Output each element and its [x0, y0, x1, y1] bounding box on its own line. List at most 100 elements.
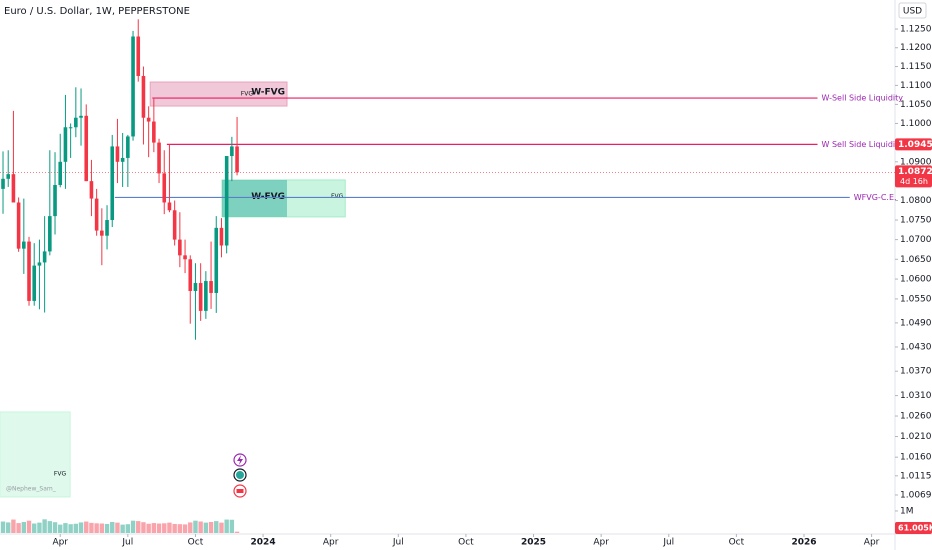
- fvg-zone: [149, 81, 288, 107]
- candle-body: [42, 251, 47, 263]
- candle: [94, 188, 99, 236]
- volume-bar: [16, 523, 21, 533]
- volume-bar: [52, 522, 58, 533]
- candle: [219, 218, 224, 258]
- candle: [37, 239, 42, 310]
- volume-bar: [94, 523, 99, 533]
- volume-bar: [141, 522, 146, 533]
- x-tick-label: Apr: [52, 538, 68, 548]
- indicator-icons: [233, 453, 247, 498]
- candle: [11, 110, 16, 203]
- volume-bar: [172, 523, 177, 533]
- price-tag: [895, 138, 932, 151]
- x-tick-label: Jul: [121, 538, 133, 548]
- candle: [84, 104, 89, 182]
- candle: [167, 144, 172, 213]
- y-tick-label: 1.05500: [900, 294, 932, 304]
- candle: [126, 134, 130, 187]
- zone-label: FVG: [241, 91, 254, 98]
- volume-bar: [136, 521, 141, 533]
- candle: [157, 138, 161, 184]
- y-tick-label: 1.06000: [900, 275, 932, 285]
- candle-body: [94, 198, 99, 231]
- volume-bar: [125, 524, 131, 533]
- candle-body: [16, 202, 21, 249]
- volume-bar: [68, 524, 73, 533]
- y-tick-label: 1.03700: [900, 367, 932, 377]
- y-tick-label: 1.04900: [900, 318, 932, 328]
- candle-body: [79, 115, 83, 118]
- y-tick-label: 1.11500: [900, 62, 932, 72]
- y-tick-label: 1.09000: [900, 157, 932, 167]
- candle: [16, 197, 21, 252]
- candle: [79, 88, 83, 146]
- y-tick-label: 1.12000: [900, 43, 932, 53]
- fvg-zone: [221, 179, 346, 218]
- candle: [58, 133, 63, 188]
- candle: [188, 255, 193, 324]
- candle-body: [183, 255, 187, 260]
- volume-bar: [188, 522, 193, 533]
- volume-bar: [224, 519, 229, 533]
- candle-body: [172, 210, 177, 240]
- x-tick-label: Oct: [458, 538, 474, 548]
- x-tick-label: 2024: [251, 538, 276, 548]
- y-tick-label: 1.01150: [900, 471, 932, 481]
- level-label: W Sell Side Liquidity: [822, 140, 904, 149]
- x-tick-label: 2026: [791, 538, 816, 548]
- volume-bar: [151, 523, 157, 533]
- candle: [100, 208, 104, 266]
- candle-body: [224, 156, 229, 246]
- candle: [141, 66, 146, 145]
- candle-body: [1, 178, 5, 189]
- candle-body: [167, 202, 172, 211]
- currency-label[interactable]: USD: [903, 7, 922, 17]
- candle-body: [209, 281, 213, 293]
- candle-body: [37, 262, 42, 266]
- candle-body: [110, 146, 115, 221]
- candle-body: [219, 227, 224, 246]
- volume-bar: [203, 522, 209, 533]
- candle-body: [235, 146, 239, 173]
- icon-glyph: [237, 455, 243, 465]
- candle-body: [120, 157, 125, 162]
- candle-body: [53, 184, 57, 217]
- candle: [198, 263, 203, 321]
- y-tick-label: 1.12500: [900, 25, 932, 35]
- x-tick-label: 2025: [521, 538, 546, 548]
- volume-bar: [130, 520, 136, 533]
- candle: [204, 271, 208, 319]
- candle: [48, 150, 52, 256]
- watermark: @Nephew_Sam_: [6, 485, 57, 492]
- candle-body: [105, 220, 109, 236]
- y-tick-label: 1.02600: [900, 412, 932, 422]
- y-tick-label: 1.08000: [900, 196, 932, 206]
- y-tick-label: 1.11000: [900, 81, 932, 91]
- candle-body: [214, 227, 219, 293]
- currency-button[interactable]: [898, 2, 927, 19]
- volume-bar: [115, 522, 120, 533]
- candle-body: [48, 216, 52, 252]
- y-tick-label: 1.07500: [900, 216, 932, 226]
- icon-glyph: [236, 489, 244, 493]
- x-tick-label: Jul: [662, 538, 674, 548]
- candle: [183, 239, 187, 274]
- icon-glyph: [236, 471, 244, 479]
- y-tick-label: 1.10000: [900, 119, 932, 129]
- volume-bar: [37, 522, 42, 533]
- candle: [162, 150, 167, 215]
- candle: [224, 156, 229, 254]
- volume-bar: [26, 520, 32, 533]
- candle: [214, 216, 219, 313]
- candle: [89, 159, 94, 217]
- candle-body: [157, 142, 161, 174]
- candle: [178, 212, 182, 268]
- candle-body: [27, 241, 31, 301]
- candle-body: [84, 115, 89, 182]
- y-tick-label: 1.10500: [900, 100, 932, 110]
- candle: [42, 216, 47, 313]
- candle-body: [178, 239, 182, 256]
- x-tick-label: Oct: [729, 538, 745, 548]
- y-tick-label: 1.02100: [900, 432, 932, 442]
